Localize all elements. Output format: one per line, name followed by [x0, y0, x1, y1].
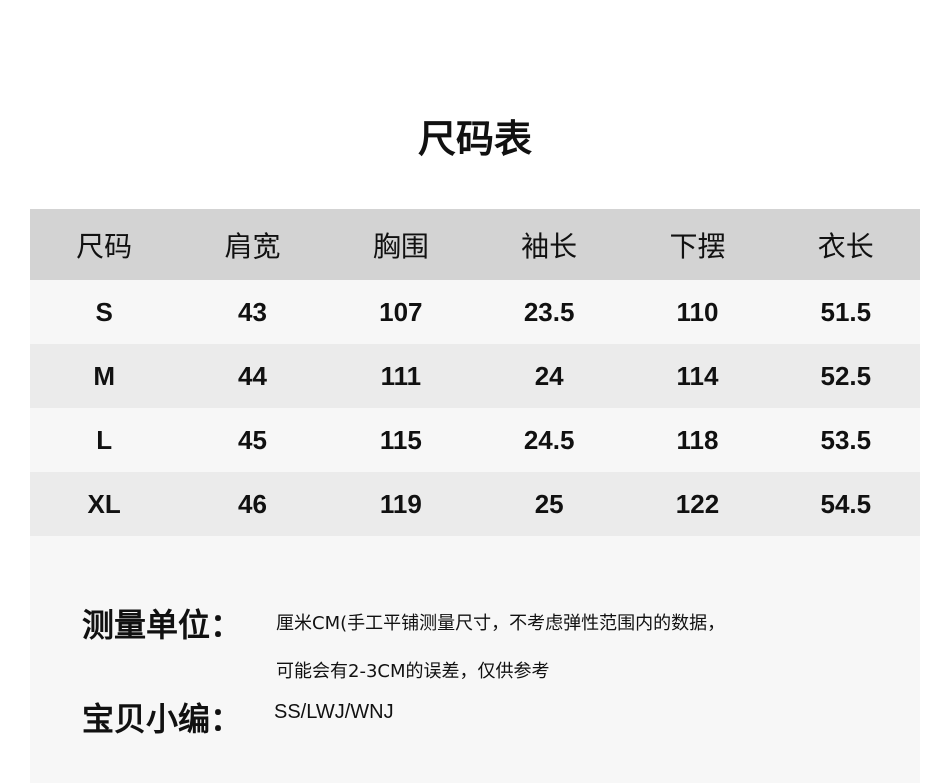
table-cell: 119	[379, 488, 422, 519]
table-cell: 45	[238, 424, 267, 455]
table-cell: 52.5	[820, 360, 872, 391]
editor-label: 宝贝小编：	[82, 700, 243, 738]
table-cell: 23.5	[523, 296, 575, 327]
header-cell: 胸围	[372, 229, 429, 263]
table-cell: 111	[380, 360, 422, 391]
table-row: M 44 111 24 114 52.5	[30, 344, 920, 408]
unit-text-line2: 可能会有2-3CM的误差，仅供参考	[276, 661, 550, 682]
table-row: S 43 107 23.5 110 51.5	[30, 280, 920, 344]
size-table: 尺码 肩宽 胸围 袖长 下摆 衣长 S 43 107 23.5 110 51.5 M 44 11…	[30, 209, 920, 536]
table-cell: 115	[379, 424, 422, 455]
notes-panel: 测量单位： 厘米CM(手工平铺测量尺寸，不考虑弹性范围内的数据， 可能会有2-3…	[30, 536, 920, 783]
table-row: L 45 115 24.5 118 53.5	[30, 408, 920, 472]
table-cell: 54.5	[820, 488, 872, 519]
unit-text-line1: 厘米CM(手工平铺测量尺寸，不考虑弹性范围内的数据，	[276, 613, 726, 634]
table-cell: 44	[238, 360, 267, 391]
unit-label: 测量单位：	[82, 606, 243, 644]
editor-value: SS/LWJ/WNJ	[274, 701, 394, 723]
table-cell: 25	[534, 488, 564, 519]
table-cell: 122	[675, 488, 720, 519]
table-cell: 24.5	[523, 424, 575, 455]
table-header: 尺码 肩宽 胸围 袖长 下摆 衣长	[30, 209, 920, 280]
table-cell: 51.5	[820, 296, 872, 327]
table-cell: 110	[676, 296, 719, 327]
table-cell: 46	[238, 488, 267, 519]
table-cell: S	[95, 296, 113, 327]
table-row: XL 46 119 25 122 54.5	[30, 472, 920, 536]
table-cell: L	[96, 424, 113, 455]
header-cell: 袖长	[521, 229, 578, 263]
table-cell: XL	[87, 488, 121, 519]
table-cell: 107	[379, 296, 423, 327]
table-cell: 118	[676, 424, 719, 455]
table-cell: M	[93, 360, 115, 391]
page-title: 尺码表	[417, 117, 532, 161]
table-cell: 53.5	[820, 424, 872, 455]
header-cell: 衣长	[817, 229, 874, 263]
table-cell: 43	[238, 296, 267, 327]
header-cell: 尺码	[76, 229, 133, 263]
table-cell: 114	[676, 360, 719, 391]
table-cell: 24	[534, 360, 564, 391]
header-cell: 下摆	[669, 229, 726, 263]
header-cell: 肩宽	[224, 229, 281, 263]
